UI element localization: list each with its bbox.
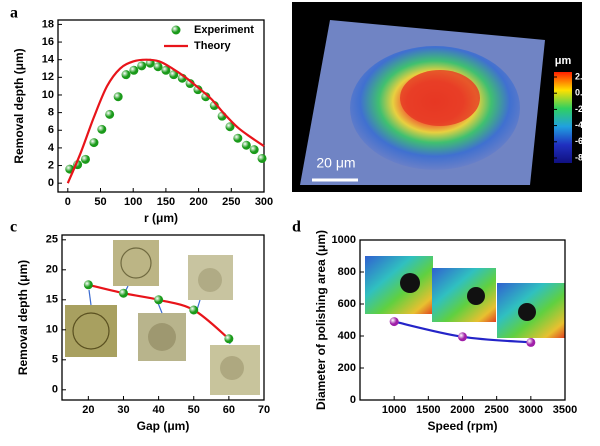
y-axis-title: Removal depth (μm) — [16, 260, 30, 375]
y-tick-label: 400 — [338, 330, 356, 342]
colorbar-tick-label: -6.0 — [575, 136, 591, 146]
data-point — [113, 92, 123, 102]
x-tick-label: 1500 — [416, 404, 440, 416]
plot-frame — [61, 234, 265, 401]
y-tick-label: 200 — [338, 362, 356, 374]
data-point — [526, 337, 536, 347]
panel-label: c — [10, 219, 17, 236]
data-point — [121, 70, 131, 80]
data-point — [389, 317, 399, 327]
x-tick-label: 3000 — [519, 404, 543, 416]
y-tick-label: 0 — [48, 177, 54, 189]
x-tick-label: 20 — [82, 404, 94, 416]
y-tick-label: 12 — [42, 71, 54, 83]
micrograph-insets — [65, 240, 260, 395]
x-tick-label: 60 — [223, 404, 235, 416]
x-axis-title: Gap (μm) — [137, 419, 190, 433]
data-point — [458, 332, 467, 342]
y-axis-title: Diameter of polishing area (μm) — [314, 230, 328, 410]
colorbar-tick-label: -2.0 — [575, 104, 591, 114]
data-point — [161, 65, 171, 75]
data-point — [129, 65, 139, 75]
data-point — [83, 280, 93, 290]
x-tick-label: 250 — [222, 196, 240, 208]
x-tick-label: 150 — [157, 196, 175, 208]
x-axis-title: r (μm) — [144, 211, 178, 225]
x-axis-title: Speed (rpm) — [427, 419, 497, 433]
x-tick-label: 1000 — [382, 404, 406, 416]
data-point — [185, 79, 195, 89]
x-tick-label: 2500 — [484, 404, 508, 416]
data-point — [153, 62, 163, 72]
y-tick-label: 16 — [42, 36, 54, 48]
plot-frame — [57, 19, 265, 193]
colorbar-tick-label: 2.0 — [575, 71, 588, 81]
data-point — [249, 145, 259, 155]
y-tick-label: 800 — [338, 266, 356, 278]
colorbar-tick-label: 0.0 — [575, 88, 588, 98]
data-point — [137, 61, 147, 71]
y-tick-label: 10 — [42, 89, 54, 101]
y-tick-label: 15 — [46, 294, 58, 306]
data-point — [189, 305, 199, 315]
x-tick-label: 100 — [124, 196, 142, 208]
y-tick-label: 5 — [52, 354, 58, 366]
data-point — [105, 109, 115, 119]
y-tick-label: 25 — [46, 234, 58, 246]
colorbar — [554, 72, 572, 163]
x-tick-label: 2000 — [450, 404, 474, 416]
data-point — [80, 154, 90, 164]
data-point — [224, 334, 234, 344]
x-tick-label: 0 — [65, 196, 71, 208]
y-tick-label: 600 — [338, 298, 356, 310]
data-point — [233, 133, 243, 143]
y-tick-label: 8 — [48, 107, 54, 119]
y-tick-label: 20 — [46, 264, 58, 276]
colorbar-tick-label: -4.0 — [575, 120, 591, 130]
x-tick-label: 300 — [255, 196, 273, 208]
data-point — [225, 122, 235, 132]
data-point — [241, 140, 251, 150]
y-tick-label: 2 — [48, 159, 54, 171]
data-point — [257, 153, 267, 163]
y-tick-label: 0 — [52, 384, 58, 396]
x-tick-label: 50 — [188, 404, 200, 416]
data-point — [169, 70, 179, 80]
map-insets — [365, 256, 565, 338]
y-tick-label: 18 — [42, 18, 54, 30]
legend-symbol — [171, 25, 181, 35]
data-point — [154, 295, 164, 305]
legend-label: Experiment — [194, 24, 254, 36]
x-tick-label: 50 — [94, 196, 106, 208]
surface-image — [292, 2, 582, 192]
y-tick-label: 14 — [42, 54, 55, 66]
x-tick-label: 3500 — [553, 404, 577, 416]
panel-label: b — [292, 5, 301, 22]
legend-label: Theory — [194, 40, 232, 52]
data-point — [193, 85, 203, 95]
y-tick-label: 10 — [46, 324, 58, 336]
panel-label: d — [292, 219, 301, 236]
data-point — [118, 288, 128, 298]
x-tick-label: 70 — [258, 404, 270, 416]
colorbar-title: μm — [555, 55, 572, 67]
data-point — [89, 138, 99, 148]
y-tick-label: 0 — [350, 394, 356, 406]
y-tick-label: 1000 — [332, 234, 356, 246]
x-tick-label: 30 — [117, 404, 129, 416]
y-tick-label: 4 — [48, 142, 55, 154]
x-tick-label: 40 — [152, 404, 164, 416]
scale-bar-label: 20 μm — [316, 155, 355, 171]
x-tick-label: 200 — [189, 196, 207, 208]
data-point — [97, 124, 107, 134]
y-tick-label: 6 — [48, 124, 54, 136]
colorbar-tick-label: -8.0 — [575, 152, 591, 162]
series-line — [66, 58, 265, 184]
y-axis-title: Removal depth (μm) — [12, 48, 26, 163]
panel-label: a — [10, 5, 18, 22]
